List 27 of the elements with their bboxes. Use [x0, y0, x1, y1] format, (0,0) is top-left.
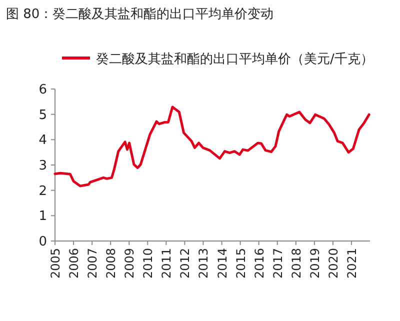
legend-label: 癸二酸及其盐和酯的出口平均单价（美元/千克） — [96, 51, 374, 67]
x-tick-label: 2005 — [48, 248, 62, 279]
y-tick-label: 6 — [38, 82, 47, 98]
x-tick-label: 2007 — [86, 248, 100, 279]
y-tick-label: 5 — [38, 108, 47, 123]
x-tick-label: 2014 — [215, 248, 230, 279]
x-tick-label: 2016 — [252, 248, 266, 279]
x-tick-label: 2015 — [234, 248, 248, 279]
y-tick-label: 4 — [38, 133, 47, 148]
x-tick-label: 2013 — [196, 248, 211, 279]
y-tick-label: 3 — [38, 158, 47, 174]
x-tick-label: 2009 — [122, 248, 137, 279]
x-tick-label: 2021 — [344, 248, 359, 279]
x-tick-label: 2020 — [326, 248, 340, 279]
line-series — [54, 106, 370, 188]
y-tick-label: 1 — [38, 209, 47, 224]
x-tick-label: 2011 — [160, 248, 174, 279]
x-tick-label: 2008 — [104, 248, 118, 279]
x-tick-label: 2010 — [141, 248, 156, 279]
y-tick-label: 0 — [38, 234, 47, 250]
x-tick-label: 2012 — [178, 248, 192, 279]
x-tick-label: 2018 — [289, 248, 304, 279]
x-tick-label: 2017 — [270, 248, 285, 279]
chart-title: 图 80：癸二酸及其盐和酯的出口平均单价变动 — [6, 7, 274, 22]
y-tick-label: 2 — [38, 184, 47, 199]
x-tick-label: 2006 — [67, 248, 82, 279]
x-tick-label: 2019 — [308, 248, 322, 279]
